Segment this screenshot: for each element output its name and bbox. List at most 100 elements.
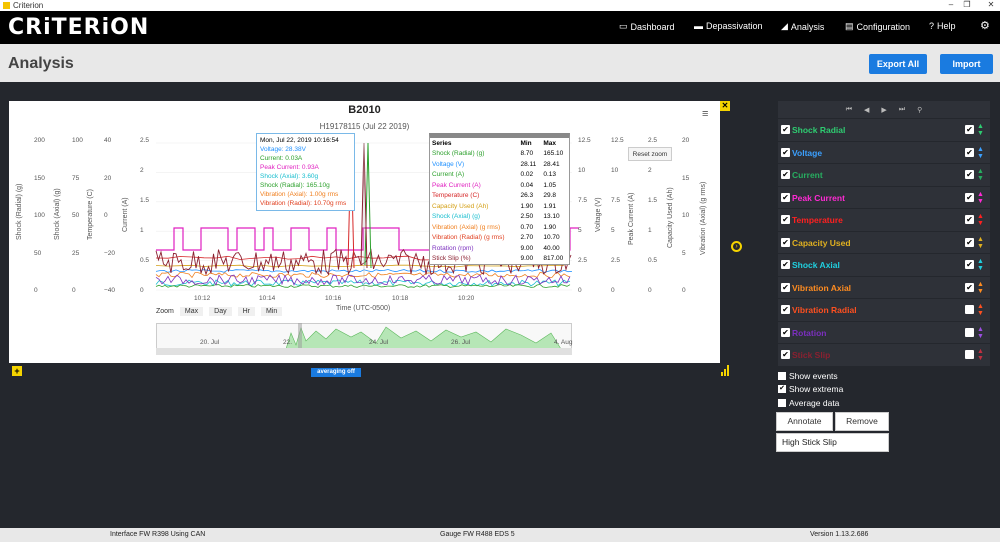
series-axis-checkbox[interactable]: ✔ [965, 282, 974, 292]
y-axis-label-vibration-axial: Vibration (Axial) (g rms) [700, 181, 707, 255]
first-page-icon[interactable]: ⏮ [845, 105, 853, 113]
y-tick: 10 [682, 212, 690, 219]
series-axis-checkbox[interactable]: ✔ [965, 237, 974, 247]
extrema-row: Vibration (Radial) (g rms) 2.70 10.70 [430, 233, 569, 244]
y-tick: 150 [34, 174, 45, 182]
series-visible-checkbox[interactable]: ✔ [781, 327, 790, 337]
series-visible-checkbox[interactable]: ✔ [781, 192, 790, 202]
y-tick: 10 [611, 167, 619, 174]
zoom-min-button[interactable]: Min [260, 307, 283, 316]
reset-zoom-button[interactable]: Reset zoom [628, 147, 672, 161]
show-extrema-option[interactable]: ✔ Show extrema [778, 384, 843, 394]
nav-label: Dashboard [630, 21, 675, 32]
import-button[interactable]: Import [940, 54, 993, 74]
series-axis-checkbox[interactable]: ✔ [965, 215, 974, 224]
series-visible-checkbox[interactable]: ✔ [781, 260, 790, 269]
nav-dashboard[interactable]: ▭ Dashboard [619, 21, 675, 32]
series-label: Voltage [792, 147, 823, 158]
y-tick: 40 [104, 137, 112, 144]
maximize-button[interactable]: ❐ [963, 0, 971, 9]
y-tick: 5 [611, 227, 615, 234]
reorder-arrows-icon[interactable]: ▲ ▼ [977, 168, 984, 182]
x-tick: 10:14 [259, 295, 276, 302]
y-tick: 20 [682, 137, 690, 144]
y-tick: 10 [578, 167, 586, 174]
reorder-arrows-icon[interactable]: ▲ ▼ [977, 280, 984, 295]
series-visible-checkbox[interactable]: ✔ [781, 350, 790, 359]
reorder-arrows-icon[interactable]: ▲ ▼ [977, 325, 984, 340]
settings-icon[interactable]: ⚙ [980, 20, 990, 32]
series-axis-checkbox[interactable] [965, 305, 974, 314]
y-tick: 100 [34, 212, 45, 219]
y-axis-label-shock-axial: Shock (Axial) (g) [54, 188, 61, 240]
extrema-name: Shock (Axial) (g) [432, 213, 481, 221]
last-page-icon[interactable]: ⏭ [898, 105, 906, 113]
average-data-checkbox[interactable] [778, 399, 786, 407]
prev-icon[interactable]: ◀ [864, 106, 870, 114]
series-visible-checkbox[interactable]: ✔ [781, 305, 790, 314]
zoom-max-button[interactable]: Max [179, 307, 204, 316]
averaging-badge[interactable]: averaging off [311, 368, 361, 377]
remove-button[interactable]: Remove [835, 412, 889, 431]
signal-bars-icon[interactable] [721, 364, 731, 376]
annotation-field[interactable]: High Stick Slip [776, 433, 889, 452]
expand-panel-icon[interactable]: › [731, 241, 742, 252]
series-line [155, 274, 571, 286]
series-axis-checkbox[interactable]: ✔ [965, 260, 974, 269]
series-axis-checkbox[interactable]: ✔ [965, 192, 974, 202]
series-axis-checkbox[interactable] [965, 350, 974, 359]
y-tick: 0 [140, 287, 144, 294]
export-all-button[interactable]: Export All [869, 54, 927, 74]
extrema-max: 28.41 [543, 160, 560, 168]
series-visible-checkbox[interactable]: ✔ [781, 125, 790, 134]
reorder-arrows-icon[interactable]: ▲ ▼ [977, 303, 984, 317]
series-line [155, 279, 571, 287]
series-axis-checkbox[interactable] [965, 327, 974, 337]
navigator-label: 22. [283, 339, 293, 346]
y-tick: 12.5 [578, 137, 591, 144]
series-axis-checkbox[interactable]: ✔ [965, 170, 974, 179]
navigator-scrollbar[interactable] [156, 348, 572, 355]
nav-analysis[interactable]: ◢ Analysis [781, 21, 824, 32]
series-visible-checkbox[interactable]: ✔ [781, 215, 790, 224]
nav-help[interactable]: ? Help [929, 21, 956, 31]
minimize-button[interactable]: – [948, 0, 954, 9]
zoom-hr-button[interactable]: Hr [237, 307, 255, 316]
zoom-day-button[interactable]: Day [209, 307, 232, 316]
series-visible-checkbox[interactable]: ✔ [781, 237, 790, 247]
nav-depassivation[interactable]: ▬ Depassivation [694, 21, 763, 31]
next-icon[interactable]: ▶ [881, 106, 887, 114]
reorder-arrows-icon[interactable]: ▲ ▼ [977, 348, 984, 362]
series-visible-checkbox[interactable]: ✔ [781, 282, 790, 292]
reorder-arrows-icon[interactable]: ▲ ▼ [977, 258, 984, 272]
extrema-row: Voltage (V) 28.11 28.41 [430, 159, 569, 170]
series-visible-checkbox[interactable]: ✔ [781, 147, 790, 157]
series-axis-checkbox[interactable]: ✔ [965, 125, 974, 134]
y-tick: 2 [648, 167, 652, 174]
series-label: Stick Slip [792, 350, 831, 360]
reorder-arrows-icon[interactable]: ▲ ▼ [977, 190, 984, 205]
reorder-arrows-icon[interactable]: ▲ ▼ [977, 235, 984, 250]
extrema-name: Shock (Radial) (g) [432, 150, 485, 158]
add-chart-icon[interactable]: + [12, 366, 22, 376]
show-events-checkbox[interactable] [778, 372, 786, 380]
close-chart-icon[interactable]: ✕ [720, 101, 730, 111]
nav-configuration[interactable]: ▤ Configuration [845, 21, 910, 32]
chart-menu-icon[interactable]: ≡ [702, 108, 709, 120]
series-visible-checkbox[interactable]: ✔ [781, 170, 790, 179]
average-data-option[interactable]: Average data [778, 398, 839, 408]
reorder-arrows-icon[interactable]: ▲ ▼ [977, 123, 984, 137]
series-axis-checkbox[interactable]: ✔ [965, 147, 974, 157]
series-label: Rotation [792, 327, 827, 338]
window-titlebar: Criterion – ❐ ✕ [0, 0, 1000, 11]
show-events-option[interactable]: Show events [778, 371, 838, 381]
show-extrema-checkbox[interactable]: ✔ [778, 385, 786, 393]
close-button[interactable]: ✕ [987, 0, 995, 9]
reorder-arrows-icon[interactable]: ▲ ▼ [977, 145, 984, 160]
nav-label: Analysis [790, 21, 825, 32]
y-axis-label-peak-current: Peak Current (A) [628, 192, 635, 245]
y-axis-label-temperature: Temperature (C) [87, 189, 94, 240]
location-pin-icon[interactable]: ⚲ [917, 106, 923, 114]
reorder-arrows-icon[interactable]: ▲ ▼ [977, 213, 984, 227]
annotate-button[interactable]: Annotate [776, 412, 833, 431]
